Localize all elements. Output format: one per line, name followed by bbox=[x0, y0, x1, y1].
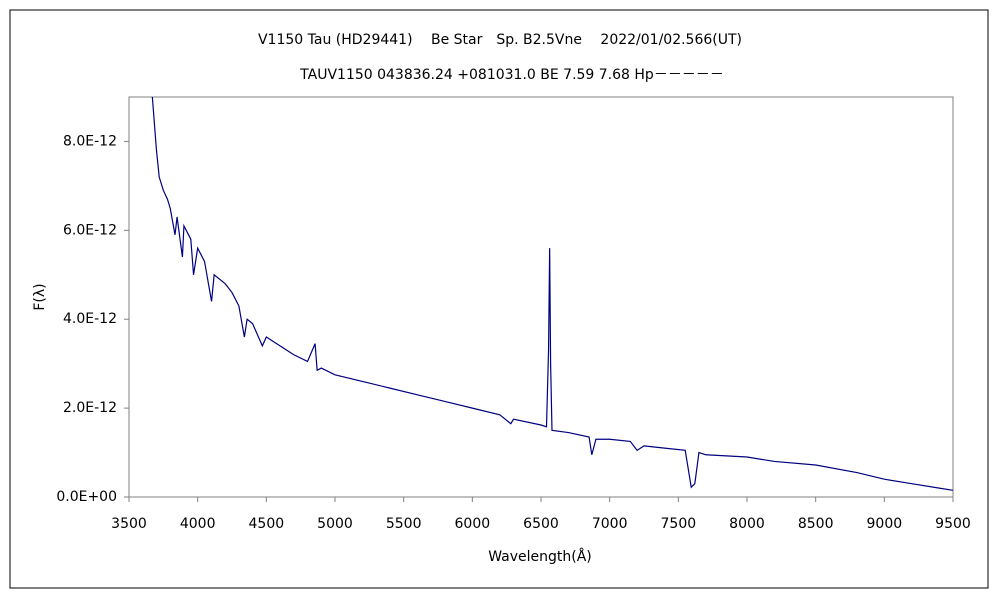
chart-subtitle: TAUV1150 043836.24 +081031.0 BE 7.59 7.6… bbox=[299, 67, 724, 83]
y-axis-label: F(λ) bbox=[32, 283, 48, 310]
plot-area bbox=[128, 96, 954, 498]
x-tick-label: 8500 bbox=[798, 516, 834, 532]
y-tick-label: 0.0E+00 bbox=[56, 489, 117, 505]
y-tick-label: 6.0E-12 bbox=[63, 222, 117, 238]
x-axis-label: Wavelength(Å) bbox=[488, 548, 592, 565]
spectrum-line bbox=[151, 97, 953, 491]
x-tick-label: 5000 bbox=[317, 516, 353, 532]
y-tick-label: 4.0E-12 bbox=[63, 311, 117, 327]
x-tick-label: 8000 bbox=[729, 516, 765, 532]
x-tick-label: 3500 bbox=[111, 516, 147, 532]
x-tick-label: 7500 bbox=[661, 516, 697, 532]
x-tick-label: 9000 bbox=[867, 516, 903, 532]
y-tick-label: 8.0E-12 bbox=[63, 133, 117, 149]
x-tick-label: 4000 bbox=[180, 516, 216, 532]
x-tick-label: 6500 bbox=[523, 516, 559, 532]
x-tick-label: 7000 bbox=[592, 516, 628, 532]
x-tick-label: 4500 bbox=[249, 516, 285, 532]
chart-title: V1150 Tau (HD29441) Be Star Sp. B2.5Vne … bbox=[258, 32, 742, 48]
y-tick-label: 2.0E-12 bbox=[63, 400, 117, 416]
x-tick-label: 9500 bbox=[935, 516, 971, 532]
x-tick-label: 5500 bbox=[386, 516, 422, 532]
x-tick-label: 6000 bbox=[455, 516, 491, 532]
plot-layer bbox=[151, 97, 953, 491]
